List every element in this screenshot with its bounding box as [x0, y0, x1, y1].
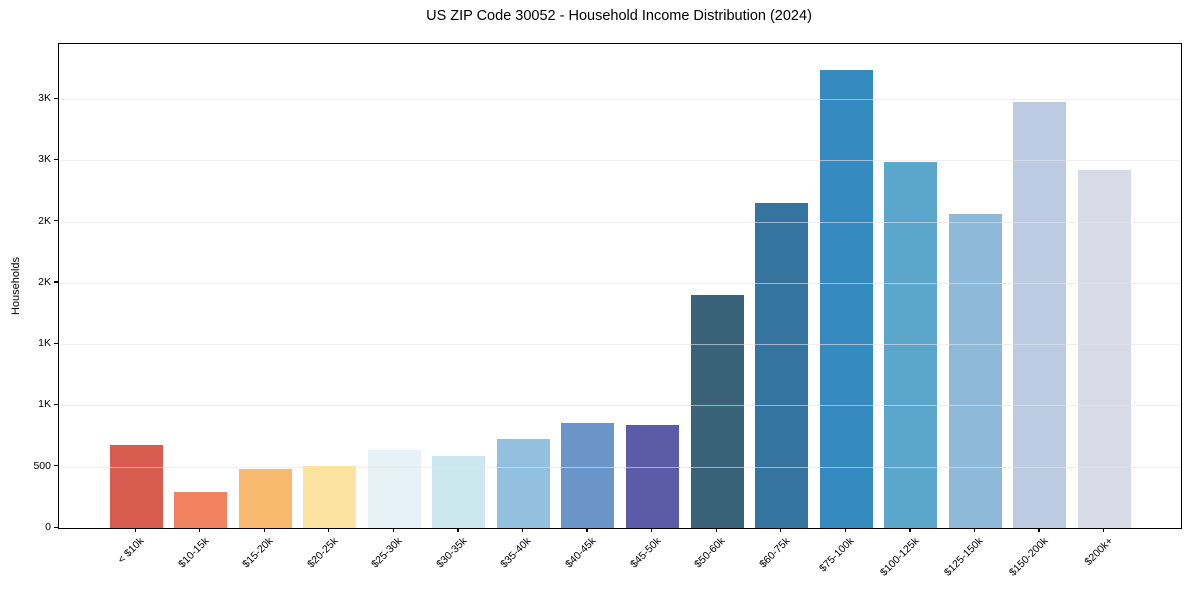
x-tick-mark [1103, 528, 1105, 533]
chart-title: US ZIP Code 30052 - Household Income Dis… [426, 8, 812, 24]
y-tick-label: 0 [45, 521, 51, 533]
x-tick-mark [973, 528, 976, 533]
x-tick-label: $30-35k [434, 535, 470, 571]
y-tick-mark [54, 526, 58, 528]
x-tick-mark [586, 528, 588, 533]
y-tick-mark [54, 465, 58, 467]
x-tick-mark [715, 528, 717, 533]
x-tick-mark [521, 528, 524, 533]
x-tick-mark [263, 528, 265, 533]
x-tick-label: $25-30k [369, 535, 405, 571]
bar [690, 294, 744, 528]
y-tick-label: 3K [38, 153, 51, 166]
x-tick-label: $35-40k [498, 535, 534, 571]
x-tick-label: < $10k [115, 535, 147, 566]
x-tick-label: $75-100k [817, 535, 857, 575]
y-tick-mark [54, 403, 58, 406]
x-tick-mark [909, 528, 911, 533]
x-tick-mark [199, 528, 201, 533]
x-tick-mark [1038, 528, 1040, 533]
y-tick-mark [54, 342, 58, 344]
y-tick-mark [54, 97, 58, 99]
bar [1013, 102, 1067, 528]
bar [884, 161, 938, 528]
x-tick-mark [134, 528, 136, 533]
x-tick-label: $125-150k [942, 535, 986, 579]
x-tick-label: $150-200k [1006, 535, 1051, 579]
x-tick-label: $45-50k [627, 535, 664, 571]
x-tick-label: $60-75k [756, 535, 793, 571]
bar [819, 69, 873, 528]
y-tick-mark [54, 220, 58, 222]
x-tick-mark [392, 528, 394, 533]
y-tick-label: 3K [38, 92, 51, 105]
gridline [59, 99, 1181, 101]
bar [1078, 170, 1132, 528]
x-tick-mark [780, 528, 782, 533]
bar [109, 445, 163, 528]
bar [561, 423, 615, 528]
x-tick-label: $200k+ [1081, 535, 1116, 569]
x-tick-mark [457, 528, 459, 533]
bar [496, 439, 550, 528]
y-tick-mark [54, 158, 58, 161]
bar [432, 456, 486, 528]
bar [303, 465, 357, 528]
x-tick-mark [651, 528, 653, 533]
bar [238, 469, 292, 528]
y-tick-mark [54, 281, 58, 283]
plot-area [58, 43, 1182, 529]
x-tick-label: $10-15k [175, 535, 212, 571]
y-tick-label: 2K [38, 275, 51, 288]
x-tick-label: $20-25k [304, 535, 341, 571]
y-tick-label: 2K [38, 214, 51, 227]
x-tick-label: $15-20k [240, 535, 276, 571]
bar [948, 213, 1002, 528]
x-tick-mark [844, 528, 846, 533]
x-tick-label: $40-45k [563, 535, 599, 571]
y-tick-label: 500 [33, 459, 51, 472]
bar [626, 425, 680, 528]
y-tick-label: 1K [38, 337, 51, 350]
x-tick-mark [328, 528, 330, 533]
y-tick-label: 1K [38, 398, 51, 411]
bar [367, 449, 421, 528]
bar [174, 491, 228, 528]
x-tick-label: $50-60k [692, 535, 728, 571]
x-tick-label: $100-125k [877, 535, 922, 579]
bar [755, 203, 809, 528]
